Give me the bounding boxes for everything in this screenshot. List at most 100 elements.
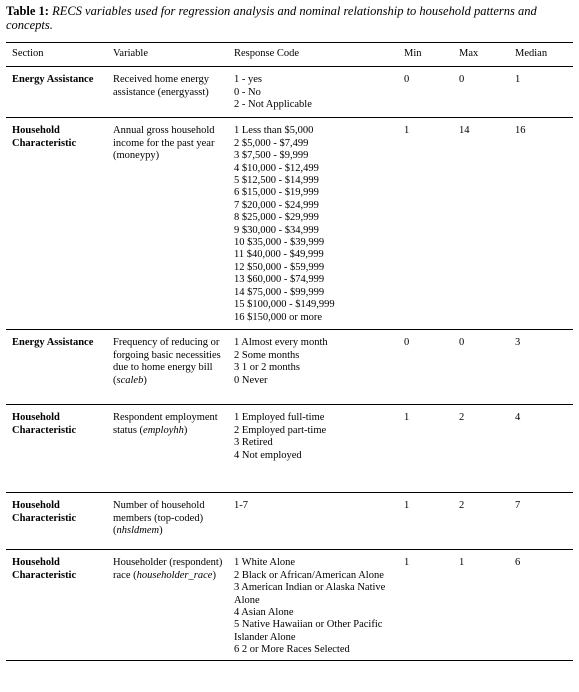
header-max: Max	[459, 48, 479, 59]
table-row: Energy Assistance Frequency of reducing o…	[6, 330, 573, 405]
response-code-item: 16 $150,000 or more	[234, 311, 323, 323]
response-code-item: 0 - No	[234, 86, 261, 98]
cell-max: 0	[459, 74, 465, 86]
response-code-item: 1 Less than $5,000	[234, 125, 314, 137]
caption-label: Table 1:	[6, 4, 49, 18]
response-code-item: 4 Asian Alone	[234, 607, 294, 619]
response-code-item: 2 Some months	[234, 349, 300, 361]
header-section: Section	[12, 48, 44, 59]
cell-min: 0	[404, 74, 410, 86]
cell-response-code: 1 Almost every month 2 Some months 3 1 or …	[228, 330, 398, 405]
variable-code: scaleb	[116, 374, 144, 386]
response-code-item: 3 Retired	[234, 437, 273, 449]
table-row: Household Characteristic Respondent emplo…	[6, 405, 573, 493]
table-header-row: Section Variable Response Code Min Max M…	[6, 42, 573, 67]
cell-min: 1	[404, 500, 410, 512]
cell-min: 1	[404, 557, 410, 569]
response-code-item: 3 American Indian or Alaska Native Alone	[234, 582, 386, 606]
variables-table: Section Variable Response Code Min Max M…	[6, 42, 573, 661]
cell-response-code: 1 - yes 0 - No 2 - Not Applicable	[228, 67, 398, 118]
cell-section: Household Characteristic	[12, 557, 77, 581]
variable-close: )	[155, 150, 160, 162]
cell-variable: Received home energy assistance (energya…	[107, 67, 228, 118]
cell-section: Energy Assistance	[12, 74, 94, 86]
cell-max: 2	[459, 412, 465, 424]
response-code-item: 1 White Alone	[234, 557, 296, 569]
response-code-item: 6 $15,000 - $19,999	[234, 187, 319, 199]
response-code-item: 2 - Not Applicable	[234, 99, 312, 111]
header-median: Median	[515, 48, 548, 59]
variable-code: moneypy	[116, 150, 156, 162]
variable-description: Respondent employment status (	[113, 412, 218, 436]
response-code-item: 15 $100,000 - $149,999	[234, 299, 335, 311]
response-code-item: 0 Never	[234, 374, 268, 386]
table-body: Energy Assistance Received home energy as…	[6, 67, 573, 661]
response-code-item: 10 $35,000 - $39,999	[234, 237, 325, 249]
caption-text: RECS variables used for regression analy…	[6, 4, 537, 32]
response-code-item: 1 Employed full-time	[234, 412, 325, 424]
variable-code: householder_race	[136, 569, 213, 581]
cell-min: 0	[404, 337, 410, 349]
response-code-item: 11 $40,000 - $49,999	[234, 249, 324, 261]
response-code-item: 2 Black or African/American Alone	[234, 569, 384, 581]
cell-median: 7	[515, 500, 521, 512]
cell-section: Household Characteristic	[12, 125, 77, 149]
cell-section: Household Characteristic	[12, 412, 77, 436]
table-row: Household Characteristic Number of househ…	[6, 493, 573, 550]
cell-max: 1	[459, 557, 465, 569]
response-code-item: 5 Native Hawaiian or Other Pacific Islan…	[234, 619, 383, 643]
variable-description: Annual gross household income for the pa…	[113, 125, 215, 162]
cell-max: 0	[459, 337, 465, 349]
table-row: Household Characteristic Householder (res…	[6, 550, 573, 661]
response-code-item: 5 $12,500 - $14,999	[234, 175, 319, 187]
response-code-item: 1 Almost every month	[234, 337, 328, 349]
cell-variable: Respondent employment status (employhh)	[107, 405, 228, 493]
response-code-item: 1-7	[234, 500, 248, 512]
cell-median: 16	[515, 125, 526, 137]
cell-min: 1	[404, 125, 410, 137]
cell-max: 14	[459, 125, 470, 137]
header-min: Min	[404, 48, 422, 59]
cell-response-code: 1 Less than $5,000 2 $5,000 - $7,499 3 $7,…	[228, 118, 398, 330]
table-row: Household Characteristic Annual gross hou…	[6, 118, 573, 330]
response-code-item: 1 - yes	[234, 74, 262, 86]
variable-code: energyasst	[161, 86, 206, 98]
response-code-item: 2 $5,000 - $7,499	[234, 137, 309, 149]
response-code-item: 3 1 or 2 months	[234, 362, 300, 374]
cell-variable: Annual gross household income for the pa…	[107, 118, 228, 330]
response-code-item: 4 $10,000 - $12,499	[234, 162, 319, 174]
variable-close: )	[143, 374, 147, 386]
cell-response-code: 1-7	[228, 493, 398, 550]
response-code-item: 6 2 or More Races Selected	[234, 644, 350, 656]
variable-close: )	[159, 525, 163, 537]
variable-description: Number of household members (top-coded) …	[113, 500, 205, 537]
cell-section: Household Characteristic	[12, 500, 77, 524]
variable-close: )	[183, 424, 188, 436]
response-code-item: 13 $60,000 - $74,999	[234, 274, 325, 286]
variable-description: Frequency of reducing or forgoing basic …	[113, 337, 221, 386]
variable-description: Received home energy assistance (	[113, 74, 210, 98]
cell-variable: Householder (respondent) race (household…	[107, 550, 228, 661]
response-code-item: 9 $30,000 - $34,999	[234, 224, 319, 236]
response-code-item: 14 $75,000 - $99,999	[234, 286, 325, 298]
cell-variable: Number of household members (top-coded) …	[107, 493, 228, 550]
cell-max: 2	[459, 500, 465, 512]
cell-response-code: 1 White Alone 2 Black or African/American…	[228, 550, 398, 661]
response-code-item: 3 $7,500 - $9,999	[234, 150, 309, 162]
variable-close: )	[212, 569, 216, 581]
response-code-item: 7 $20,000 - $24,999	[234, 199, 319, 211]
cell-median: 1	[515, 74, 521, 86]
cell-median: 3	[515, 337, 521, 349]
cell-min: 1	[404, 412, 410, 424]
table-row: Energy Assistance Received home energy as…	[6, 67, 573, 118]
cell-median: 6	[515, 557, 521, 569]
variable-code: employhh	[143, 424, 184, 436]
variable-description: Householder (respondent) race (	[113, 557, 223, 581]
variable-code: nhsldmem	[116, 525, 160, 537]
response-code-item: 8 $25,000 - $29,999	[234, 212, 319, 224]
response-code-item: 4 Not employed	[234, 449, 302, 461]
header-response-code: Response Code	[234, 48, 300, 59]
cell-variable: Frequency of reducing or forgoing basic …	[107, 330, 228, 405]
cell-response-code: 1 Employed full-time 2 Employed part-time…	[228, 405, 398, 493]
